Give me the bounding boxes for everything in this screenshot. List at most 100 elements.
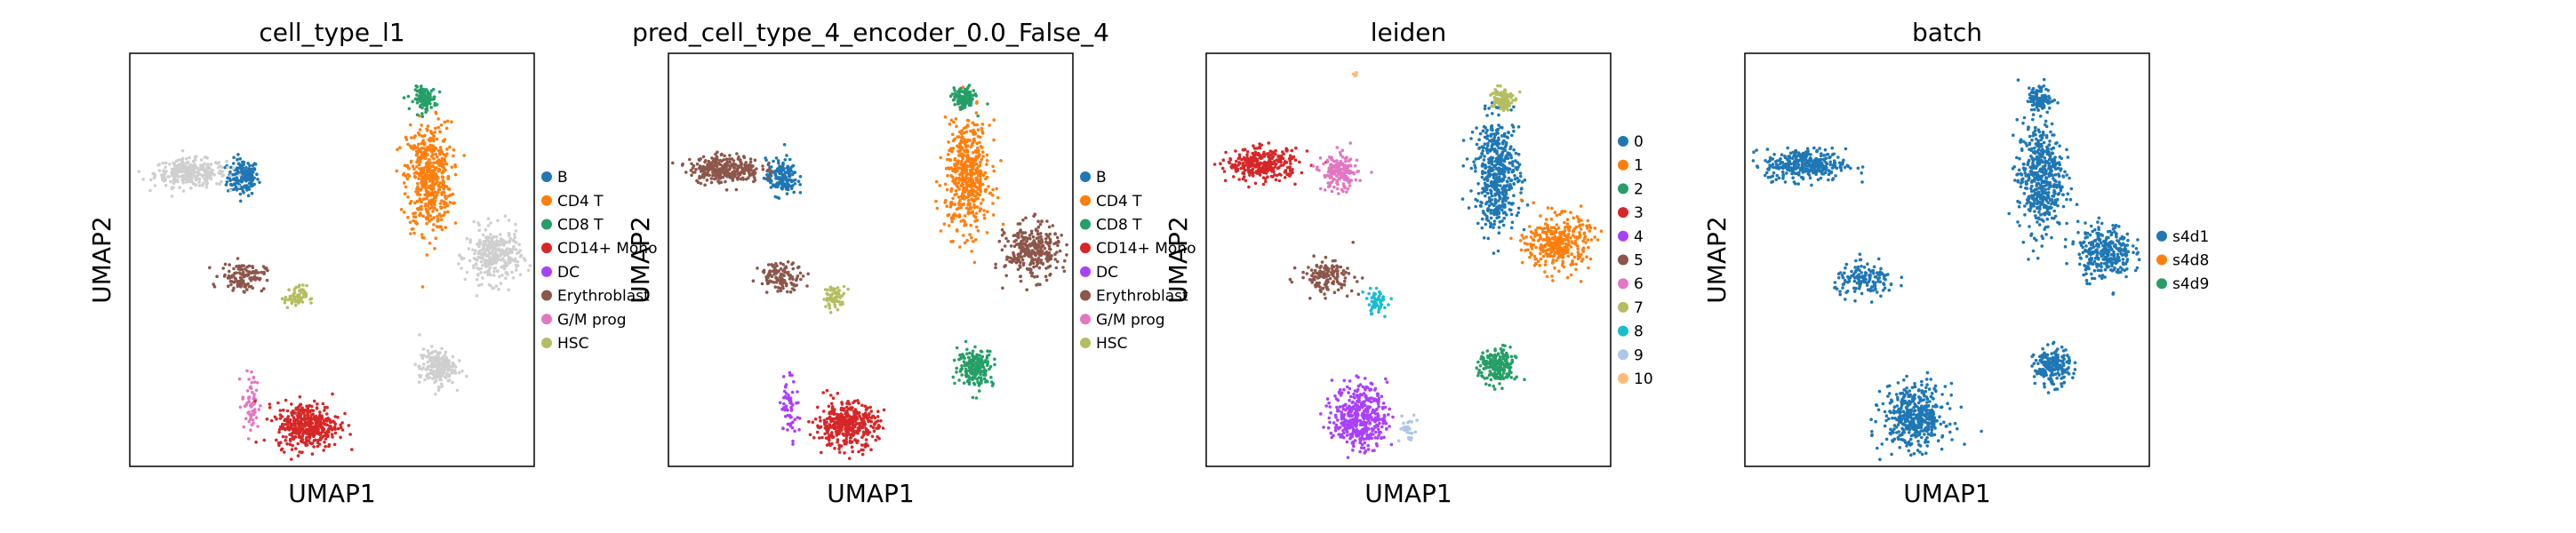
- scatter-point: [974, 150, 979, 155]
- scatter-point: [772, 281, 776, 284]
- scatter-point: [942, 222, 947, 226]
- scatter-point: [790, 287, 795, 290]
- scatter-point: [292, 416, 296, 419]
- scatter-point: [476, 255, 480, 259]
- scatter-point: [957, 154, 961, 157]
- scatter-point: [424, 182, 428, 187]
- scatter-point: [415, 164, 419, 169]
- scatter-point: [1253, 181, 1258, 186]
- legend-marker: [1080, 219, 1091, 230]
- scatter-point: [285, 409, 290, 413]
- scatter-point: [437, 351, 442, 354]
- scatter-point: [489, 273, 492, 277]
- scatter-point: [426, 173, 429, 178]
- scatter-point: [507, 241, 511, 244]
- scatter-point: [444, 350, 448, 354]
- scatter-point: [964, 186, 969, 189]
- scatter-point: [1044, 257, 1048, 261]
- scatter-point: [420, 115, 425, 118]
- scatter-point: [436, 125, 441, 130]
- scatter-point: [1017, 235, 1020, 240]
- scatter-point: [251, 390, 254, 394]
- scatter-point: [953, 381, 956, 386]
- scatter-point: [1328, 181, 1332, 185]
- scatter-point: [1041, 261, 1044, 266]
- scatter-point: [432, 177, 436, 180]
- scatter-point: [992, 169, 996, 173]
- scatter-point: [780, 179, 784, 182]
- cluster-CD14+ Mono: [807, 388, 886, 460]
- scatter-point: [724, 157, 729, 161]
- scatter-point: [1063, 259, 1067, 263]
- scatter-point: [448, 201, 452, 204]
- scatter-point: [450, 165, 454, 169]
- scatter-point: [832, 417, 836, 421]
- scatter-point: [489, 242, 492, 246]
- scatter-point: [514, 222, 517, 227]
- scatter-point: [327, 426, 331, 431]
- scatter-point: [948, 166, 952, 171]
- scatter-point: [236, 166, 239, 170]
- scatter-point: [957, 203, 961, 207]
- scatter-point: [793, 429, 796, 434]
- scatter-point: [228, 263, 232, 266]
- scatter-point: [728, 154, 732, 157]
- scatter-point: [418, 364, 421, 369]
- scatter-point: [436, 388, 441, 393]
- scatter-point: [299, 288, 303, 292]
- scatter-point: [965, 86, 970, 91]
- scatter-point: [256, 271, 260, 274]
- scatter-point: [439, 205, 443, 209]
- scatter-point: [1219, 162, 1222, 165]
- scatter-point: [310, 421, 315, 426]
- scatter-point: [413, 362, 418, 367]
- scatter-point: [769, 186, 773, 189]
- scatter-point: [837, 450, 842, 454]
- scatter-point: [836, 425, 840, 429]
- scatter-point: [418, 193, 422, 197]
- scatter-point: [473, 251, 476, 256]
- scatter-point: [986, 349, 989, 354]
- scatter-point: [845, 405, 849, 410]
- scatter-point: [994, 262, 997, 266]
- scatter-point: [864, 438, 868, 442]
- scatter-point: [1050, 254, 1053, 258]
- scatter-point: [465, 236, 469, 241]
- scatter-point: [1253, 153, 1258, 156]
- scatter-point: [301, 283, 305, 287]
- scatter-point: [1040, 219, 1044, 223]
- scatter-point: [788, 414, 792, 418]
- scatter-point: [247, 264, 252, 268]
- scatter-point: [1022, 247, 1026, 251]
- scatter-point: [993, 357, 996, 362]
- scatter-point: [964, 373, 968, 378]
- scatter-point: [413, 211, 418, 215]
- scatter-point: [1344, 156, 1348, 161]
- scatter-point: [484, 227, 488, 232]
- scatter-point: [192, 163, 196, 166]
- scatter-point: [701, 172, 705, 177]
- scatter-point: [1265, 164, 1269, 169]
- scatter-point: [944, 166, 948, 171]
- scatter-point: [781, 263, 785, 266]
- scatter-point: [959, 94, 963, 98]
- scatter-point: [1234, 149, 1237, 153]
- panel-title: cell_type_l1: [259, 18, 404, 47]
- scatter-point: [428, 95, 432, 99]
- scatter-point: [983, 370, 987, 374]
- scatter-point: [788, 157, 792, 162]
- scatter-point: [246, 395, 251, 400]
- scatter-point: [993, 362, 996, 367]
- scatter-point: [836, 295, 839, 298]
- scatter-point: [701, 155, 706, 159]
- scatter-point: [857, 449, 860, 454]
- scatter-point: [239, 166, 244, 170]
- scatter-point: [513, 233, 516, 236]
- scatter-point: [305, 283, 308, 288]
- scatter-point: [256, 425, 260, 428]
- scatter-point: [870, 434, 875, 439]
- scatter-point: [425, 221, 428, 226]
- scatter-point: [780, 280, 784, 283]
- scatter-point: [830, 442, 834, 446]
- legend-marker: [1080, 243, 1091, 254]
